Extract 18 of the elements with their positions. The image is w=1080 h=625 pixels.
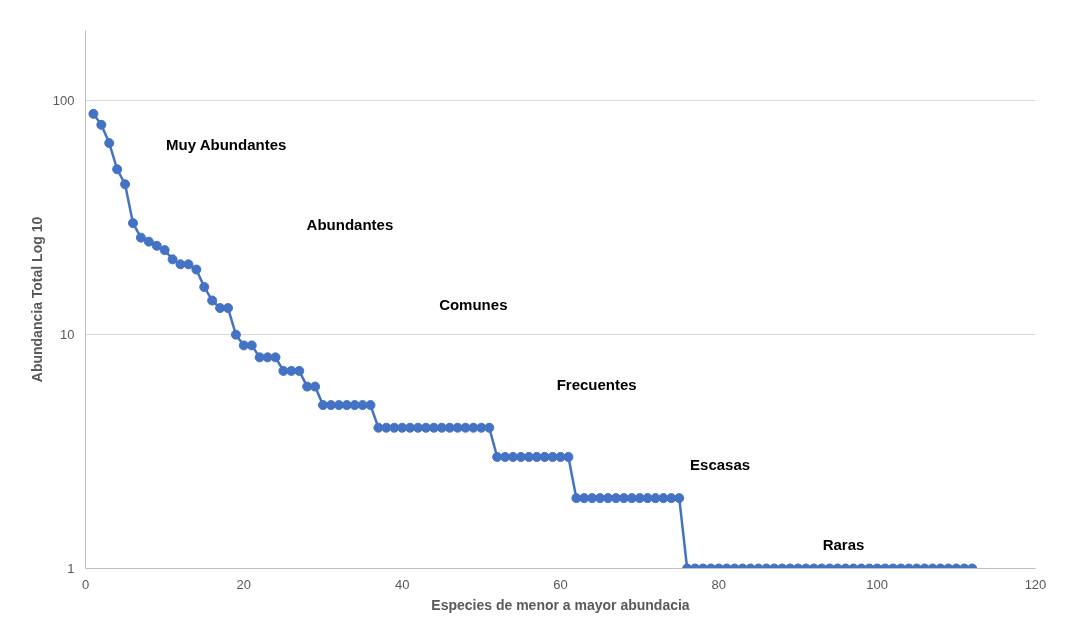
x-tick-label: 80	[711, 576, 727, 592]
annotation: Abundantes	[306, 216, 394, 233]
x-tick-label: 0	[81, 576, 90, 592]
annotation: Comunes	[439, 296, 508, 313]
x-tick-label: 60	[553, 576, 568, 592]
x-tick-label: 100	[866, 576, 889, 592]
annotation: Frecuentes	[556, 376, 637, 393]
annotation: Muy Abundantes	[166, 136, 287, 153]
x-tick-label: 40	[394, 576, 410, 592]
x-tick-label: 120	[1024, 576, 1047, 592]
x-tick-label: 20	[236, 576, 252, 592]
x-axis-title: Especies de menor a mayor abundacia	[431, 596, 690, 613]
annotation: Raras	[822, 536, 865, 553]
y-tick-label: 10	[60, 327, 75, 343]
y-tick-label: 100	[52, 93, 75, 109]
y-tick-label: 1	[67, 561, 75, 576]
annotation: Escasas	[690, 456, 751, 473]
y-axis-title: Abundancia Total Log 10	[28, 216, 45, 383]
